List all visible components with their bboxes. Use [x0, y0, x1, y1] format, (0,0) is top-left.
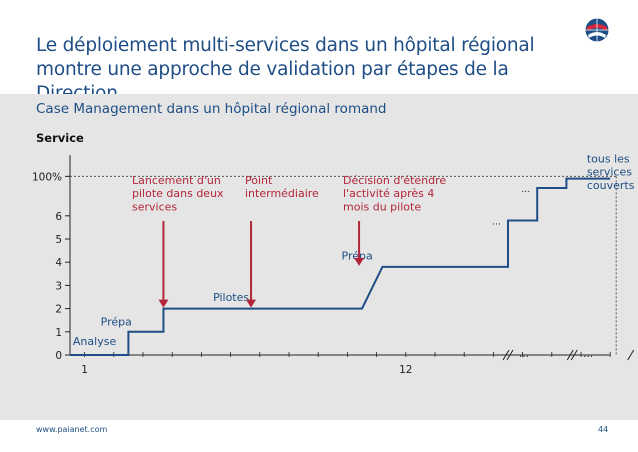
annotation-label: Lancement d'un pilote dans deux services	[132, 174, 224, 213]
y-tick-label: 3	[55, 280, 62, 292]
y-tick-label: 4	[55, 257, 62, 269]
x-axis-break	[502, 349, 510, 361]
y-axis-label: Service	[36, 131, 84, 145]
y-tick-label: 2	[55, 304, 62, 316]
x-axis-break	[627, 349, 635, 361]
series-line	[70, 177, 611, 356]
annotation-label: Décision d'étendre l'activité après 4 mois…	[343, 174, 446, 213]
page-number: 44	[598, 425, 609, 434]
y-tick-label: 5	[55, 234, 62, 246]
phase-label: Pilotes	[213, 291, 249, 304]
x-axis-break	[506, 349, 514, 361]
y-tick-label: 100%	[32, 171, 62, 183]
x-break-label: …	[583, 349, 593, 360]
chart-title: Case Management dans un hôpital régional…	[36, 101, 387, 117]
y-tick-label: 0	[55, 350, 62, 362]
x-axis-break	[566, 349, 574, 361]
y-tick-label: 1	[55, 327, 62, 339]
annotation-arrow-head	[158, 299, 169, 308]
chart-panel	[0, 94, 638, 420]
y-tick-label: 6	[55, 211, 62, 223]
phase-label: Analyse	[73, 335, 117, 348]
phase-label: Prépa	[101, 315, 132, 328]
gap-dots: …	[521, 185, 530, 195]
annotation-arrow-head	[354, 257, 365, 266]
globe-logo-icon	[584, 17, 610, 43]
phase-label: tous les services couverts	[587, 152, 635, 191]
x-break-label: …	[519, 349, 529, 360]
annotation-arrow-head	[246, 299, 257, 308]
x-tick-label: 12	[399, 364, 412, 376]
phase-label: Prépa	[342, 249, 373, 262]
gap-dots: …	[492, 217, 501, 227]
footer-url[interactable]: www.paianet.com	[36, 425, 108, 434]
x-tick-label: 1	[81, 364, 88, 376]
annotation-label: Point intermédiaire	[245, 174, 319, 200]
x-axis-break	[570, 349, 578, 361]
